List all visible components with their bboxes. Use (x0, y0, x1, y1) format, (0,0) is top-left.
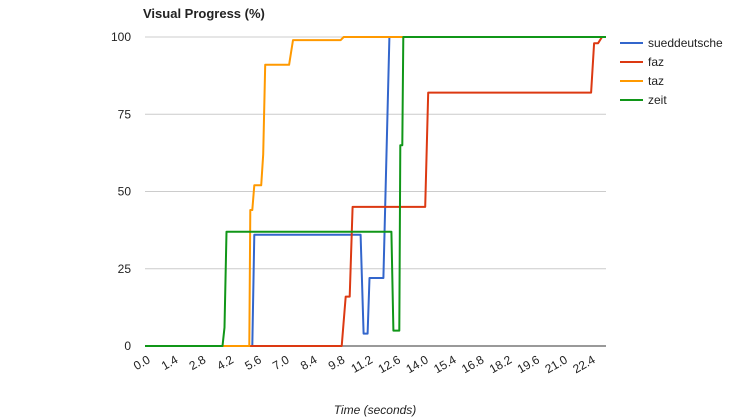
x-tick-label: 19.6 (515, 352, 543, 376)
legend-label: faz (648, 55, 664, 69)
series-lines (145, 36, 606, 347)
x-tick-label: 8.4 (298, 352, 320, 373)
x-tick-label: 12.6 (376, 352, 404, 376)
series-line-zeit (145, 36, 606, 347)
x-tick-label: 18.2 (487, 352, 515, 376)
y-tick-label: 100 (111, 30, 131, 44)
x-tick-label: 1.4 (159, 352, 181, 373)
legend-label: taz (648, 74, 664, 88)
y-axis-ticks: 0 25 50 75 100 (111, 30, 131, 353)
x-tick-label: 2.8 (187, 352, 209, 373)
x-tick-label: 9.8 (326, 352, 348, 373)
legend-label: zeit (648, 93, 667, 107)
chart-title: Visual Progress (%) (143, 6, 265, 21)
y-tick-label: 25 (118, 262, 132, 276)
x-axis-label: Time (seconds) (334, 403, 417, 417)
y-tick-label: 0 (124, 339, 131, 353)
x-tick-label: 7.0 (270, 352, 292, 373)
legend: sueddeutsche faz taz zeit (620, 36, 723, 107)
y-tick-label: 75 (118, 107, 132, 121)
series-line-faz (145, 36, 606, 347)
series-line-taz (145, 36, 606, 347)
series-line-sueddeutsche (145, 36, 606, 347)
x-tick-label: 0.0 (131, 352, 153, 373)
x-tick-label: 14.0 (403, 352, 431, 376)
x-tick-label: 21.0 (543, 352, 571, 376)
x-tick-label: 15.4 (431, 352, 459, 376)
x-axis-ticks: 0.0 1.4 2.8 4.2 5.6 7.0 8.4 9.8 11.2 12.6 14.0 15.4… (131, 352, 598, 376)
x-tick-label: 22.4 (570, 352, 598, 376)
x-tick-label: 11.2 (349, 352, 376, 376)
x-tick-label: 16.8 (459, 352, 487, 376)
x-tick-label: 5.6 (242, 352, 264, 373)
y-tick-label: 50 (118, 185, 132, 199)
legend-label: sueddeutsche (648, 36, 723, 50)
x-tick-label: 4.2 (215, 352, 237, 373)
gridlines (145, 36, 606, 347)
